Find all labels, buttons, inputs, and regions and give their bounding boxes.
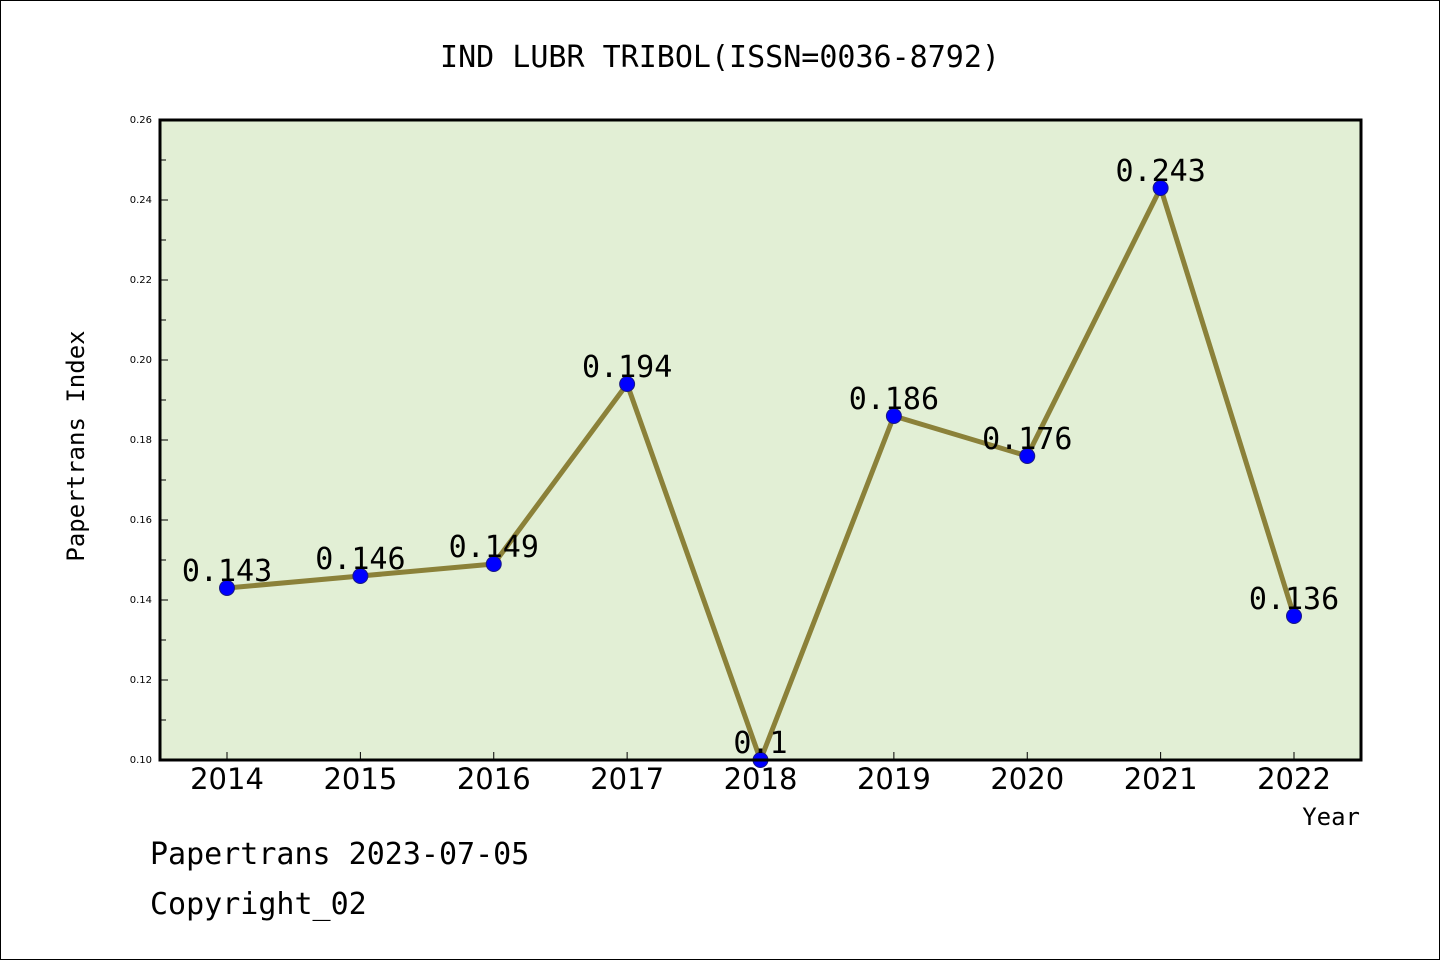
data-label: 0.143	[182, 554, 272, 589]
y-tick-label: 0.22	[130, 275, 152, 286]
y-tick-label: 0.18	[130, 435, 152, 446]
x-tick-label: 2020	[990, 762, 1064, 796]
y-tick-label: 0.10	[130, 755, 152, 766]
chart-title: IND LUBR TRIBOL(ISSN=0036-8792)	[440, 40, 1000, 75]
data-point	[619, 376, 636, 392]
data-label: 0.1	[733, 726, 787, 761]
y-axis-ticks: 0.10 0.12 0.14 0.16 0.18 0.20 0.22 0.24 0.26	[130, 115, 168, 766]
y-axis-label: Papertrans Index	[62, 330, 90, 561]
data-point	[885, 408, 902, 424]
data-label: 0.194	[582, 350, 672, 385]
y-tick-label: 0.20	[130, 355, 152, 366]
plot-area	[160, 120, 1361, 760]
data-point	[352, 568, 369, 584]
y-tick-label: 0.24	[130, 195, 152, 206]
data-label: 0.146	[315, 542, 405, 577]
series-line-group: 0.143 0.146 0.149 0.194 0.1 0.186 0.176 0.243 0.…	[182, 154, 1339, 768]
x-tick-label: 2014	[190, 762, 264, 796]
x-tick-label: 2021	[1124, 762, 1198, 796]
footer-copyright: Copyright_02	[150, 887, 367, 922]
data-label: 0.243	[1115, 154, 1205, 189]
plot-border	[158, 118, 1363, 762]
footer-date: Papertrans 2023-07-05	[150, 837, 529, 872]
x-tick-label: 2017	[590, 762, 664, 796]
y-tick-label: 0.14	[130, 595, 152, 606]
data-label: 0.186	[849, 382, 939, 417]
data-point	[219, 580, 235, 596]
data-label: 0.136	[1249, 582, 1339, 617]
y-tick-label: 0.12	[130, 675, 152, 686]
x-tick-label: 2019	[857, 762, 931, 796]
x-axis-ticks: 2014 2015 2016 2017 2018 2019 2020 2021 2022	[190, 752, 1331, 796]
data-point	[1286, 608, 1302, 624]
y-tick-label: 0.16	[130, 515, 152, 526]
data-point	[1152, 180, 1169, 196]
x-tick-label: 2015	[323, 762, 397, 796]
y-tick-label: 0.26	[130, 115, 152, 126]
data-point	[485, 556, 502, 572]
x-axis-label: Year	[1302, 803, 1360, 831]
data-label: 0.176	[982, 422, 1072, 457]
data-label: 0.149	[449, 530, 539, 565]
x-tick-label: 2022	[1257, 762, 1331, 796]
data-point	[1019, 448, 1036, 464]
x-tick-label: 2016	[457, 762, 531, 796]
